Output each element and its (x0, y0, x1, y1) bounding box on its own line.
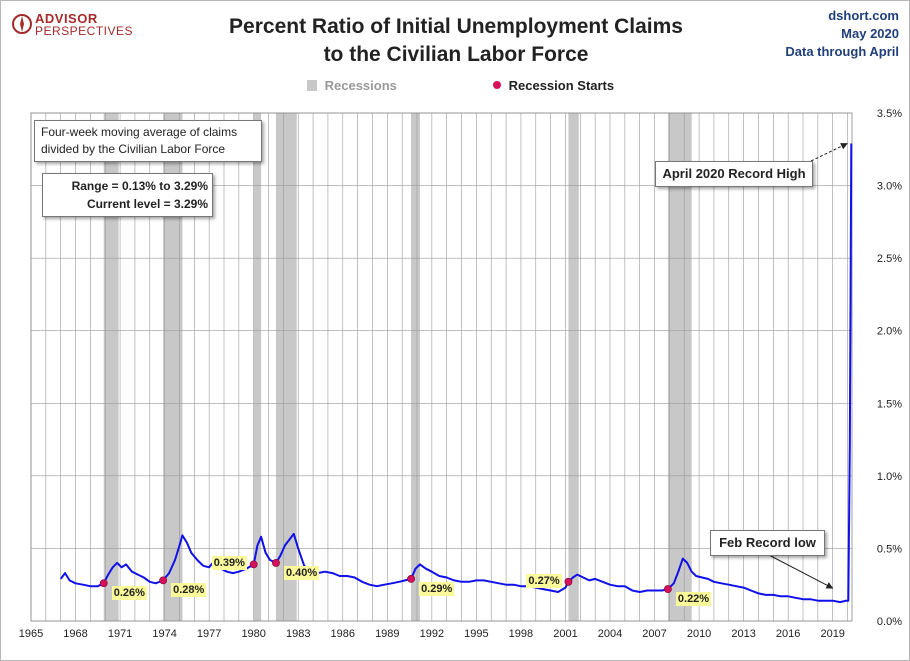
method-note-line1: Four-week moving average of claims (41, 125, 238, 139)
x-tick-label: 1977 (197, 628, 221, 640)
record-low-callout: Feb Record low (710, 530, 825, 556)
recession-start-marker (99, 579, 108, 588)
record-high-callout: April 2020 Record High (655, 161, 813, 187)
chart-title-line1: Percent Ratio of Initial Unemployment Cl… (229, 15, 683, 38)
record-low-arrow (766, 553, 834, 589)
x-tick-label: 2007 (642, 628, 666, 640)
recession-start-label: 0.28% (171, 583, 207, 598)
x-tick-label: 1968 (63, 628, 87, 640)
x-tick-label: 1989 (375, 628, 399, 640)
x-tick-label: 2004 (598, 628, 622, 640)
advisor-perspectives-logo: ADVISOR PERSPECTIVES (11, 9, 141, 41)
recession-start-label: 0.39% (211, 556, 247, 571)
recession-band (163, 113, 183, 621)
x-tick-label: 1974 (152, 628, 176, 640)
recession-start-marker (664, 585, 672, 593)
recession-start-label: 0.29% (419, 581, 455, 596)
source-site: dshort.com (828, 8, 899, 23)
source-through: Data through April (785, 44, 899, 59)
source-date: May 2020 (841, 26, 899, 41)
recession-swatch-icon (307, 80, 317, 91)
recession-start-label: 0.26% (111, 586, 147, 601)
legend-recessions: Recessions (307, 78, 397, 93)
method-note-line2: divided by the Civilian Labor Force (41, 142, 226, 156)
x-tick-label: 2016 (776, 628, 800, 640)
recession-start-label: 0.27% (526, 573, 562, 588)
recession-start-marker (159, 576, 168, 585)
x-tick-label: 1980 (241, 628, 265, 640)
x-tick-label: 1998 (509, 628, 533, 640)
x-tick-label: 1971 (108, 628, 132, 640)
recession-start-marker (407, 575, 415, 583)
y-tick-label: 1.5% (877, 398, 902, 410)
x-tick-label: 1983 (286, 628, 310, 640)
y-tick-label: 0.0% (877, 616, 902, 628)
recession-band (253, 113, 262, 621)
chart-title: Percent Ratio of Initial Unemployment Cl… (181, 13, 731, 69)
method-note: Four-week moving average of claims divid… (34, 120, 262, 162)
compass-icon (12, 14, 32, 34)
x-tick-label: 2001 (553, 628, 577, 640)
x-tick-label: 1995 (464, 628, 488, 640)
x-tick-label: 1986 (331, 628, 355, 640)
y-tick-label: 3.0% (877, 181, 902, 193)
recession-start-label: 0.22% (675, 592, 712, 607)
range-note-line2: Current level = 3.29% (86, 197, 208, 211)
chart-title-line2: to the Civilian Labor Force (323, 43, 589, 66)
recession-band (568, 113, 579, 621)
x-tick-label: 2010 (687, 628, 711, 640)
recession-start-marker (272, 559, 280, 567)
legend-recessions-label: Recessions (324, 78, 397, 93)
y-tick-label: 3.5% (877, 108, 902, 120)
recession-start-marker (249, 560, 258, 569)
x-tick-label: 2019 (820, 628, 844, 640)
recession-band (667, 113, 692, 621)
recession-band (411, 113, 420, 621)
y-tick-label: 2.0% (877, 326, 902, 338)
x-tick-label: 1965 (19, 628, 43, 640)
recession-start-marker (564, 577, 573, 586)
brand-line2: PERSPECTIVES (35, 24, 134, 38)
x-tick-label: 1992 (420, 628, 444, 640)
recession-start-label: 0.40% (283, 565, 320, 580)
y-tick-label: 2.5% (877, 253, 902, 265)
x-tick-label: 2013 (731, 628, 755, 640)
y-tick-label: 0.5% (877, 543, 902, 555)
legend-recession-starts: Recession Starts (493, 78, 614, 93)
claims-ratio-line (59, 143, 853, 604)
range-note: Range = 0.13% to 3.29% Current level = 3… (42, 173, 213, 217)
y-tick-label: 1.0% (877, 471, 902, 483)
legend-recession-starts-label: Recession Starts (508, 78, 615, 93)
brand-line1: ADVISOR (35, 11, 98, 26)
range-note-line1: Range = 0.13% to 3.29% (71, 179, 208, 193)
recession-band (275, 113, 297, 621)
recession-band (103, 113, 119, 621)
plot-border (30, 112, 853, 622)
source-info: dshort.com May 2020 Data through April (785, 7, 899, 61)
record-high-arrow (810, 143, 848, 162)
recession-start-dot-icon (493, 81, 501, 89)
